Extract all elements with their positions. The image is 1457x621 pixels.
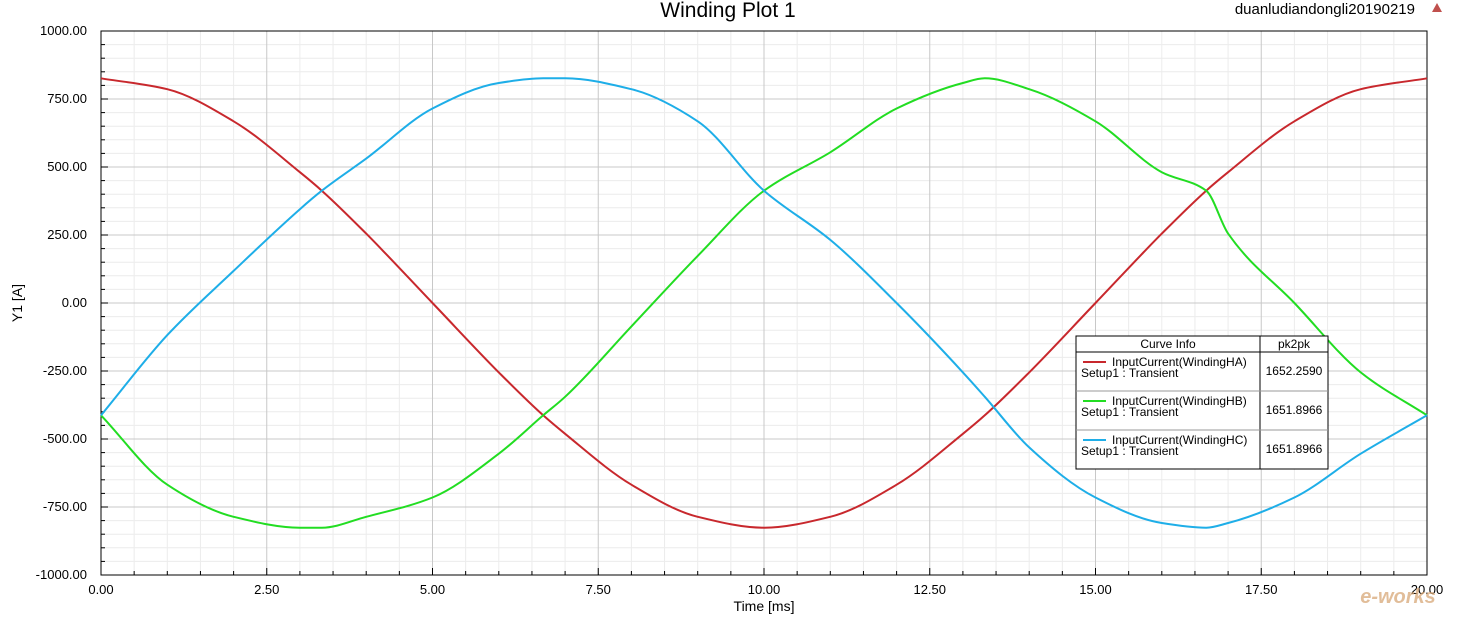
legend-series-name: InputCurrent(WindingHB)	[1112, 394, 1247, 408]
series-layer	[100, 77, 1428, 529]
legend-series-name: InputCurrent(WindingHC)	[1112, 433, 1247, 447]
legend-series-name: InputCurrent(WindingHA)	[1112, 355, 1247, 369]
project-warning-icon[interactable]	[1432, 3, 1442, 12]
y-tick-label: 1000.00	[40, 23, 87, 38]
legend-series-setup: Setup1 : Transient	[1081, 444, 1179, 458]
series-line-3[interactable]	[100, 77, 1428, 529]
y-tick-label: -750.00	[43, 499, 87, 514]
legend-pk2pk-value: 1652.2590	[1266, 364, 1323, 378]
chart-title: Winding Plot 1	[660, 0, 795, 22]
x-tick-label: 10.00	[748, 582, 781, 597]
y-tick-label: -500.00	[43, 431, 87, 446]
x-tick-label: 0.00	[88, 582, 113, 597]
y-tick-label: 250.00	[47, 227, 87, 242]
x-tick-label: 2.50	[254, 582, 279, 597]
axis-ticks	[100, 30, 1428, 576]
legend-series-setup: Setup1 : Transient	[1081, 405, 1179, 419]
x-tick-label: 7.50	[586, 582, 611, 597]
x-tick-label: 15.00	[1079, 582, 1112, 597]
x-tick-labels: 0.00 2.50 5.00 7.50 10.00 12.50 15.00 17.50 20.0…	[88, 582, 1443, 597]
watermark-logo: e-works	[1360, 586, 1436, 608]
y-tick-label: -250.00	[43, 363, 87, 378]
y-tick-label: -1000.00	[36, 567, 87, 582]
y-tick-label: 500.00	[47, 159, 87, 174]
y-tick-label: 750.00	[47, 91, 87, 106]
x-axis-label: Time [ms]	[734, 598, 795, 614]
project-name: duanludiandongli20190219	[1235, 1, 1415, 18]
x-tick-label: 20.00	[1411, 582, 1444, 597]
x-tick-label: 5.00	[420, 582, 445, 597]
legend-series-setup: Setup1 : Transient	[1081, 366, 1179, 380]
legend-header-curve-info: Curve Info	[1140, 337, 1196, 351]
y-tick-label: 0.00	[62, 295, 87, 310]
legend-box	[1075, 335, 1329, 470]
legend-header-pk2pk: pk2pk	[1278, 337, 1311, 351]
x-tick-label: 17.50	[1245, 582, 1278, 597]
legend[interactable]: Curve Info pk2pk InputCurrent(WindingHA)…	[1075, 335, 1329, 470]
legend-rows: InputCurrent(WindingHA)Setup1 : Transien…	[1076, 355, 1328, 458]
y-axis-label: Y1 [A]	[9, 284, 25, 322]
x-tick-label: 12.50	[913, 582, 946, 597]
legend-pk2pk-value: 1651.8966	[1266, 403, 1323, 417]
y-tick-labels: 1000.00 750.00 500.00 250.00 0.00 -250.00 -500…	[36, 23, 87, 582]
legend-pk2pk-value: 1651.8966	[1266, 442, 1323, 456]
